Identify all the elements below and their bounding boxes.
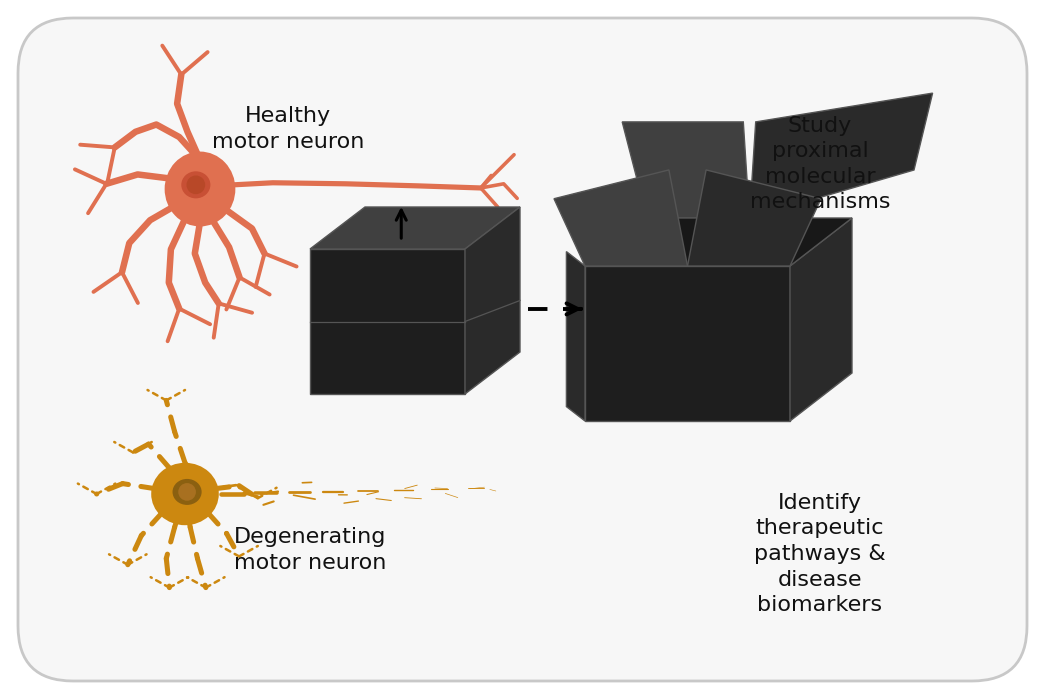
- Circle shape: [186, 175, 205, 194]
- Polygon shape: [566, 252, 585, 421]
- Ellipse shape: [165, 152, 235, 226]
- Ellipse shape: [172, 479, 202, 505]
- Polygon shape: [310, 249, 465, 394]
- Polygon shape: [465, 207, 520, 394]
- Polygon shape: [790, 218, 852, 421]
- FancyBboxPatch shape: [18, 18, 1027, 681]
- Text: Healthy
motor neuron: Healthy motor neuron: [212, 106, 365, 152]
- Polygon shape: [310, 207, 520, 249]
- Ellipse shape: [181, 171, 210, 199]
- Polygon shape: [749, 93, 932, 218]
- Polygon shape: [622, 122, 749, 218]
- Text: Degenerating
motor neuron: Degenerating motor neuron: [234, 527, 387, 572]
- Text: Study
proximal
molecular
mechanisms: Study proximal molecular mechanisms: [749, 115, 890, 212]
- Polygon shape: [688, 170, 821, 266]
- Polygon shape: [554, 170, 688, 266]
- Polygon shape: [585, 218, 852, 266]
- Polygon shape: [585, 266, 790, 421]
- Ellipse shape: [152, 463, 218, 525]
- Circle shape: [179, 483, 195, 500]
- Text: Identify
therapeutic
pathways &
disease
biomarkers: Identify therapeutic pathways & disease …: [754, 493, 886, 615]
